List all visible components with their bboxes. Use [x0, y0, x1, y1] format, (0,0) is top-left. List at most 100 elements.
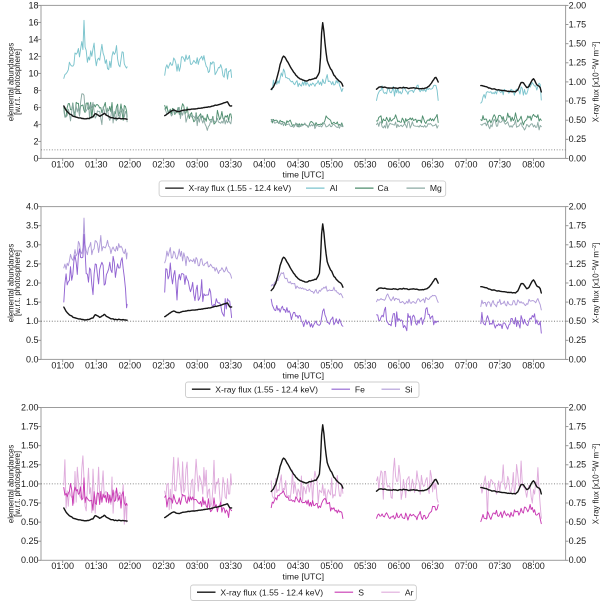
svg-text:02:30: 02:30: [152, 159, 175, 169]
svg-text:elemental abundances: elemental abundances: [6, 43, 15, 122]
svg-text:elemental abundances: elemental abundances: [6, 244, 15, 323]
svg-text:07:30: 07:30: [489, 159, 512, 169]
svg-text:01:00: 01:00: [51, 561, 74, 571]
svg-text:Mg: Mg: [430, 183, 442, 193]
svg-text:1.50: 1.50: [569, 39, 587, 49]
svg-text:10: 10: [28, 68, 38, 78]
svg-text:02:30: 02:30: [152, 360, 175, 370]
svg-text:Ar: Ar: [405, 587, 414, 597]
svg-text:2.0: 2.0: [26, 278, 39, 288]
svg-text:0.25: 0.25: [21, 536, 39, 546]
svg-text:03:30: 03:30: [220, 159, 243, 169]
svg-text:0.75: 0.75: [569, 96, 587, 106]
svg-text:X-ray flux (1.55 - 12.4 keV): X-ray flux (1.55 - 12.4 keV): [220, 587, 323, 597]
svg-text:0.75: 0.75: [569, 297, 587, 307]
svg-text:04:00: 04:00: [253, 561, 276, 571]
svg-text:06:30: 06:30: [421, 360, 444, 370]
svg-text:14: 14: [28, 34, 38, 44]
svg-text:2.00: 2.00: [569, 0, 587, 10]
svg-text:1.25: 1.25: [21, 460, 39, 470]
svg-text:1.25: 1.25: [569, 58, 587, 68]
svg-text:2: 2: [33, 136, 38, 146]
svg-text:0.75: 0.75: [21, 498, 39, 508]
svg-text:0.0: 0.0: [26, 354, 39, 364]
svg-text:08:00: 08:00: [522, 561, 545, 571]
svg-text:03:00: 03:00: [186, 159, 209, 169]
svg-text:05:00: 05:00: [320, 360, 343, 370]
svg-text:1.50: 1.50: [21, 441, 39, 451]
svg-text:01:00: 01:00: [51, 360, 74, 370]
svg-text:04:30: 04:30: [287, 159, 310, 169]
svg-text:1.75: 1.75: [569, 19, 587, 29]
svg-text:01:30: 01:30: [85, 360, 108, 370]
svg-text:[w.r.t. photosphere]: [w.r.t. photosphere]: [13, 250, 22, 316]
svg-text:1.75: 1.75: [569, 422, 587, 432]
svg-text:Al: Al: [330, 183, 338, 193]
svg-text:X-ray flux [x10−5W m−2]: X-ray flux [x10−5W m−2]: [591, 42, 600, 123]
svg-text:elemental abundances: elemental abundances: [6, 445, 15, 524]
svg-text:0.25: 0.25: [569, 536, 587, 546]
svg-text:03:30: 03:30: [220, 561, 243, 571]
svg-text:X-ray flux (1.55 - 12.4 keV): X-ray flux (1.55 - 12.4 keV): [215, 384, 318, 394]
svg-text:[w.r.t. photosphere]: [w.r.t. photosphere]: [13, 49, 22, 115]
svg-text:6: 6: [33, 102, 38, 112]
svg-text:S: S: [358, 587, 364, 597]
svg-text:02:30: 02:30: [152, 561, 175, 571]
svg-text:1.00: 1.00: [569, 77, 587, 87]
svg-text:0.25: 0.25: [569, 134, 587, 144]
svg-text:02:00: 02:00: [119, 159, 142, 169]
svg-text:06:30: 06:30: [421, 561, 444, 571]
svg-text:07:30: 07:30: [489, 561, 512, 571]
svg-text:0.50: 0.50: [569, 316, 587, 326]
svg-text:3.5: 3.5: [26, 221, 39, 231]
svg-text:time [UTC]: time [UTC]: [283, 170, 325, 180]
svg-text:06:00: 06:00: [388, 561, 411, 571]
svg-text:3.0: 3.0: [26, 240, 39, 250]
svg-text:04:30: 04:30: [287, 360, 310, 370]
svg-text:07:30: 07:30: [489, 360, 512, 370]
svg-text:0.50: 0.50: [569, 115, 587, 125]
svg-text:02:00: 02:00: [119, 360, 142, 370]
svg-text:0.50: 0.50: [21, 517, 39, 527]
svg-text:08:00: 08:00: [522, 159, 545, 169]
svg-text:18: 18: [28, 0, 38, 10]
svg-text:0.00: 0.00: [21, 555, 39, 565]
svg-text:06:30: 06:30: [421, 159, 444, 169]
svg-text:1.00: 1.00: [21, 479, 39, 489]
svg-text:2.00: 2.00: [21, 402, 39, 412]
svg-text:2.00: 2.00: [569, 402, 587, 412]
svg-text:07:00: 07:00: [455, 159, 478, 169]
svg-text:03:30: 03:30: [220, 360, 243, 370]
svg-text:1.5: 1.5: [26, 297, 39, 307]
svg-text:06:00: 06:00: [388, 360, 411, 370]
svg-text:time [UTC]: time [UTC]: [283, 571, 325, 581]
svg-text:X-ray flux [x10−5W m−2]: X-ray flux [x10−5W m−2]: [591, 444, 600, 525]
svg-text:0.00: 0.00: [569, 153, 587, 163]
svg-text:01:30: 01:30: [85, 561, 108, 571]
svg-text:8: 8: [33, 85, 38, 95]
svg-text:Si: Si: [405, 384, 413, 394]
svg-text:Ca: Ca: [378, 183, 389, 193]
svg-text:1.25: 1.25: [569, 460, 587, 470]
svg-text:1.75: 1.75: [21, 422, 39, 432]
svg-text:2.5: 2.5: [26, 259, 39, 269]
svg-text:05:00: 05:00: [320, 159, 343, 169]
svg-text:1.00: 1.00: [569, 479, 587, 489]
svg-text:12: 12: [28, 51, 38, 61]
svg-text:2.00: 2.00: [569, 202, 587, 212]
svg-text:02:00: 02:00: [119, 561, 142, 571]
svg-text:1.00: 1.00: [569, 278, 587, 288]
svg-text:03:00: 03:00: [186, 360, 209, 370]
svg-text:08:00: 08:00: [522, 360, 545, 370]
svg-text:05:30: 05:30: [354, 561, 377, 571]
svg-text:time [UTC]: time [UTC]: [283, 371, 325, 381]
svg-text:1.50: 1.50: [569, 441, 587, 451]
svg-text:0.25: 0.25: [569, 335, 587, 345]
svg-text:4.0: 4.0: [26, 202, 39, 212]
svg-text:01:30: 01:30: [85, 159, 108, 169]
svg-text:X-ray flux [x10−5W m−2]: X-ray flux [x10−5W m−2]: [591, 243, 600, 324]
svg-text:0.00: 0.00: [569, 555, 587, 565]
svg-text:04:30: 04:30: [287, 561, 310, 571]
svg-text:Fe: Fe: [355, 384, 365, 394]
svg-text:0.50: 0.50: [569, 517, 587, 527]
